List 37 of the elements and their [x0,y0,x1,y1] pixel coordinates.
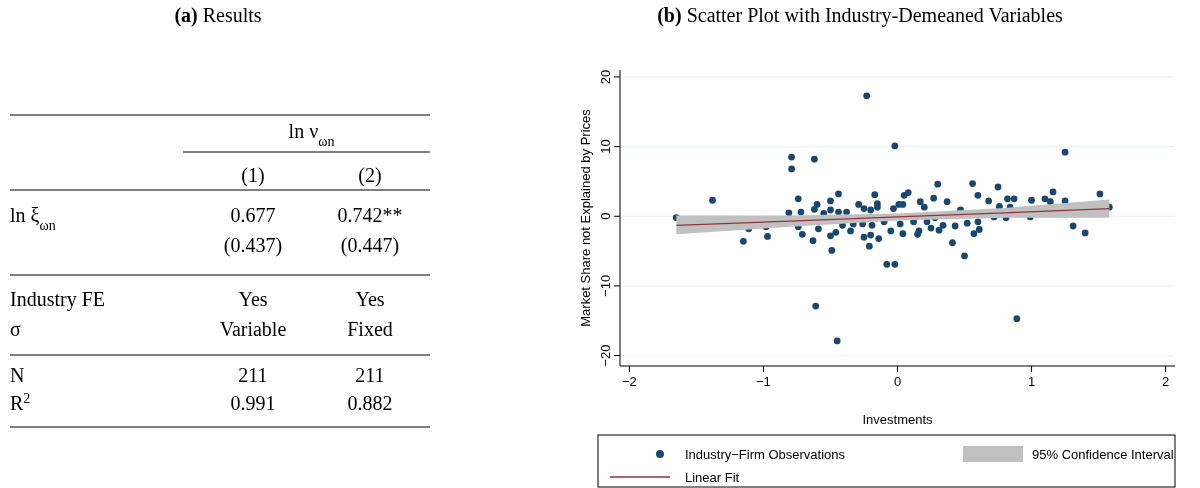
x-tick-label: 1 [1027,374,1036,389]
legend-label: Industry−Firm Observations [685,447,846,462]
text: 211 [238,364,268,386]
text: 95% Confidence Interval [1032,447,1174,462]
text: (0.437) [223,234,283,256]
x-tick-label: −1 [756,374,771,389]
text: ln ν$_{ωn}$ [288,120,335,149]
text: 0.677 [230,204,276,226]
category-label: σ [10,318,21,340]
category-label: ln ξ$_{ωn}$ [10,204,56,233]
y-tick-label: 0 [598,212,613,220]
category-label: (1) [241,164,265,187]
x-tick-label: −2 [621,374,637,389]
y-axis-title: Market Share not Explained by Prices [578,108,593,327]
y-tick-label: −10 [598,274,613,297]
y-tick-label: 10 [598,139,613,154]
x-tick-label: 0 [893,374,902,389]
text: 0.882 [347,392,393,414]
text: Fixed [347,318,393,340]
text: 211 [355,364,385,386]
category-label: N [10,364,25,386]
y-tick-label: 20 [598,69,613,85]
x-axis-title: Investments [862,412,934,427]
legend-label: Linear Fit [685,470,740,485]
chart-title: (b) Scatter Plot with Industry-Demeaned Variables [657,4,1064,27]
category-label: Industry FE [10,288,105,310]
category-label: (2) [358,164,382,187]
text: Yes [238,288,268,310]
category-label: R$^{2}$ [10,390,31,414]
text: 0.742** [337,204,403,226]
text: Variable [219,318,287,340]
text: 0.991 [230,392,276,414]
x-tick-label: 2 [1162,374,1170,389]
text: (a) Results [174,4,262,27]
y-tick-label: −20 [598,344,613,367]
text: (0.447) [340,234,400,256]
text: Yes [355,288,385,310]
